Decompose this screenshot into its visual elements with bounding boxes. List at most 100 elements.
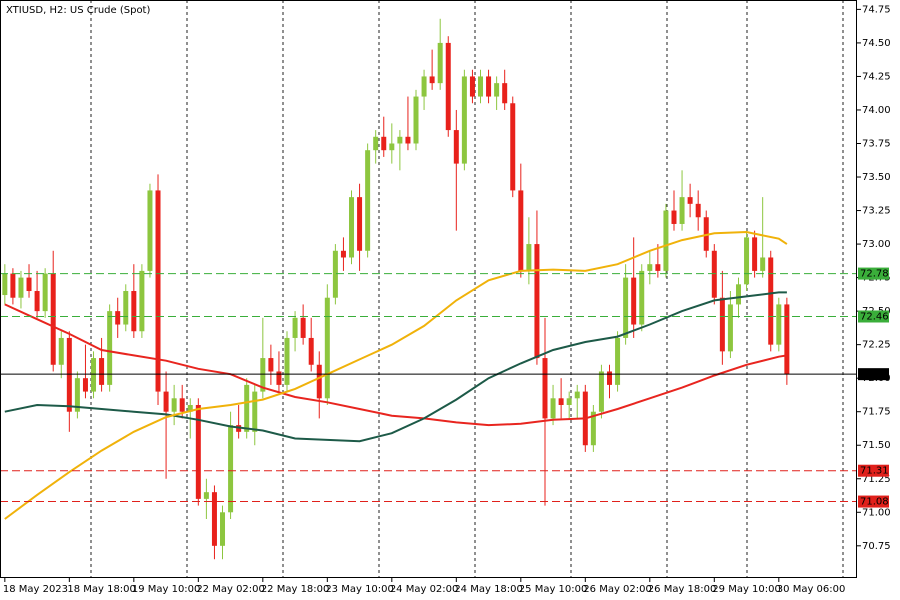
- candle-body: [260, 358, 266, 392]
- candle-body: [760, 257, 766, 271]
- x-tick-label: 29 May 10:00: [712, 584, 781, 595]
- candle-body: [494, 83, 500, 97]
- y-tick-label: 73.75: [862, 138, 891, 149]
- day-separators: [90, 0, 844, 578]
- candle-body: [550, 398, 556, 419]
- x-tick-label: 26 May 18:00: [648, 584, 717, 595]
- candle-body: [437, 42, 443, 84]
- candle-body: [405, 136, 411, 144]
- candle-body: [244, 384, 250, 432]
- y-tick-label: 73.25: [862, 206, 891, 217]
- candle-body: [58, 337, 64, 365]
- candle-body: [284, 337, 290, 385]
- candle-body: [639, 270, 645, 325]
- x-tick-label: 18 May 2023: [3, 584, 68, 595]
- y-tick-label: 74.50: [862, 38, 891, 49]
- price-level-label: 71.31: [860, 466, 889, 477]
- candle-body: [50, 273, 56, 365]
- candle-body: [373, 136, 379, 151]
- candle-body: [445, 42, 451, 131]
- y-tick-label: 71.50: [862, 440, 891, 451]
- candle-body: [381, 136, 387, 151]
- candle-body: [566, 398, 572, 406]
- x-tick-label: 22 May 02:00: [196, 584, 265, 595]
- x-tick-label: 24 May 18:00: [454, 584, 523, 595]
- y-tick-label: 71.75: [862, 407, 891, 418]
- candle-body: [719, 297, 725, 352]
- y-tick-label: 74.00: [862, 105, 891, 116]
- candle-body: [10, 273, 16, 298]
- y-tick-label: 72.25: [862, 340, 891, 351]
- candle-body: [26, 277, 32, 292]
- y-tick-label: 73.50: [862, 172, 891, 183]
- candle-body: [461, 76, 467, 164]
- candle-body: [502, 83, 508, 104]
- candle-body: [542, 358, 548, 419]
- candle-body: [211, 492, 217, 546]
- candle-body: [252, 391, 258, 432]
- candle-body: [276, 371, 282, 385]
- x-tick-label: 25 May 10:00: [519, 584, 588, 595]
- candle-body: [332, 250, 338, 298]
- candle-body: [163, 391, 169, 412]
- candle-body: [574, 391, 580, 399]
- plot-frame: [0, 0, 857, 578]
- x-tick-label: 26 May 02:00: [583, 584, 652, 595]
- chart-title: XTIUSD, H2: US Crude (Spot): [6, 5, 150, 16]
- y-tick-label: 73.00: [862, 239, 891, 250]
- candle-body: [526, 244, 532, 271]
- candle-body: [590, 411, 596, 446]
- candle-body: [42, 273, 48, 312]
- candle-body: [744, 237, 750, 285]
- candle-body: [647, 264, 653, 271]
- price-level-tag: [858, 310, 889, 323]
- x-tick-label: 23 May 10:00: [325, 584, 394, 595]
- candle-body: [66, 337, 72, 412]
- candle-body: [115, 311, 121, 325]
- candle-body: [606, 371, 612, 385]
- y-tick-label: 74.25: [862, 71, 891, 82]
- candle-body: [349, 197, 355, 258]
- candle-body: [268, 358, 274, 372]
- candle-body: [768, 257, 774, 345]
- candle-body: [679, 197, 685, 224]
- candle-body: [179, 398, 185, 412]
- candle-body: [631, 277, 637, 325]
- candle-body: [357, 197, 363, 251]
- y-tick-label: 71.25: [862, 474, 891, 485]
- price-level-label: 71.08: [860, 497, 889, 508]
- x-tick-label: 22 May 18:00: [261, 584, 330, 595]
- candle-body: [478, 76, 484, 97]
- price-level-tag: [858, 267, 889, 280]
- candle-body: [735, 284, 741, 305]
- candle-body: [397, 136, 403, 144]
- candle-body: [203, 492, 209, 499]
- candle-body: [292, 317, 298, 338]
- candle-body: [34, 291, 40, 312]
- candle-body: [663, 210, 669, 271]
- candle-body: [139, 270, 145, 332]
- candle-body: [695, 203, 701, 218]
- price-level-tag: [858, 368, 889, 381]
- candle-body: [300, 317, 306, 338]
- candle-body: [784, 304, 790, 375]
- x-tick-label: 24 May 02:00: [390, 584, 459, 595]
- y-tick-label: 70.75: [862, 541, 891, 552]
- candle-body: [510, 103, 516, 191]
- candle-body: [623, 277, 629, 338]
- candle-body: [389, 143, 395, 151]
- candle-body: [18, 277, 24, 298]
- candle-body: [220, 512, 226, 546]
- x-tick-label: 30 May 06:00: [777, 584, 846, 595]
- candle-body: [316, 364, 322, 399]
- candle-body: [99, 358, 105, 385]
- candle-body: [558, 398, 564, 406]
- candle-body: [518, 190, 524, 271]
- candle-body: [195, 405, 201, 499]
- candle-body: [598, 371, 604, 412]
- candle-body: [187, 405, 193, 412]
- y-tick-label: 74.75: [862, 4, 891, 15]
- moving-average: [4, 230, 788, 520]
- candle-body: [365, 150, 371, 251]
